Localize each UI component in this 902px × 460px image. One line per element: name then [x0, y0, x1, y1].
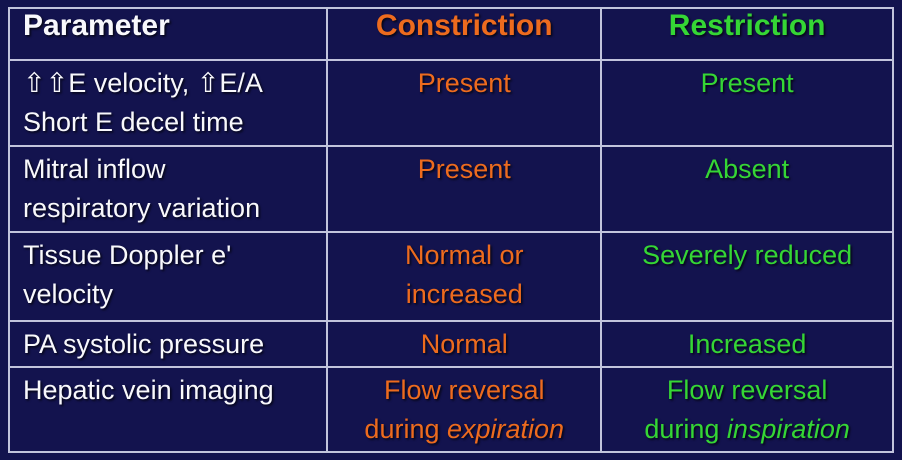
header-constriction: Constriction	[326, 7, 603, 61]
constriction-cell: Normal or increased	[326, 231, 603, 322]
text-segment: PA systolic pressure	[23, 329, 265, 359]
italic-text: inspiration	[726, 414, 850, 445]
restriction-cell: Flow reversal during inspiration	[600, 366, 894, 453]
table-row: ⇧⇧E velocity, ⇧E/A Short E decel time Pres…	[7, 59, 894, 147]
text-segment: during	[644, 414, 727, 445]
table-row: Tissue Doppler e' velocity Normal or increa…	[7, 231, 894, 322]
parameter-cell: PA systolic pressure	[7, 320, 329, 368]
text-segment: Flow reversal	[666, 375, 828, 405]
text-segment: velocity	[23, 279, 114, 310]
restriction-cell: Severely reduced	[600, 231, 894, 322]
text-segment: increased	[405, 279, 523, 310]
table-row: PA systolic pressure Normal Increased	[7, 320, 894, 368]
text-segment: Hepatic vein imaging	[23, 375, 274, 405]
text-segment: ⇧⇧E velocity, ⇧E/A	[23, 68, 263, 98]
text-segment: Absent	[705, 154, 790, 184]
header-row: Parameter Constriction Restriction	[7, 7, 894, 61]
table-row: Hepatic vein imaging Flow reversal during …	[7, 366, 894, 453]
text-segment: Normal or	[404, 240, 524, 270]
text-segment: Short E decel time	[23, 107, 244, 138]
text-segment: during	[364, 414, 447, 445]
text-segment: Increased	[687, 329, 807, 359]
header-parameter: Parameter	[7, 7, 329, 61]
text-segment: Tissue Doppler e'	[23, 240, 232, 270]
table-row: Mitral inflow respiratory variation Presen…	[7, 145, 894, 233]
italic-text: expiration	[446, 414, 565, 445]
text-segment: respiratory variation	[23, 193, 261, 224]
constriction-cell: Present	[326, 59, 603, 147]
constriction-cell: Normal	[326, 320, 603, 368]
parameter-cell: ⇧⇧E velocity, ⇧E/A Short E decel time	[7, 59, 329, 147]
restriction-cell: Increased	[600, 320, 894, 368]
constriction-cell: Present	[326, 145, 603, 233]
restriction-cell: Absent	[600, 145, 894, 233]
header-restriction: Restriction	[600, 7, 894, 61]
parameter-cell: Tissue Doppler e' velocity	[7, 231, 329, 322]
text-segment: Flow reversal	[383, 375, 545, 405]
text-segment: Mitral inflow	[23, 154, 166, 184]
text-segment: Present	[417, 154, 511, 184]
table-body: ⇧⇧E velocity, ⇧E/A Short E decel time Pres…	[7, 59, 894, 453]
text-segment: Present	[417, 68, 511, 98]
parameter-cell: Mitral inflow respiratory variation	[7, 145, 329, 233]
constriction-cell: Flow reversal during expiration	[326, 366, 603, 453]
restriction-cell: Present	[600, 59, 894, 147]
constriction-restriction-table: Parameter Constriction Restriction ⇧⇧E v…	[7, 7, 894, 453]
text-segment: Normal	[420, 329, 508, 359]
parameter-cell: Hepatic vein imaging	[7, 366, 329, 453]
text-segment: Severely reduced	[642, 240, 853, 270]
text-segment: Present	[700, 68, 794, 98]
